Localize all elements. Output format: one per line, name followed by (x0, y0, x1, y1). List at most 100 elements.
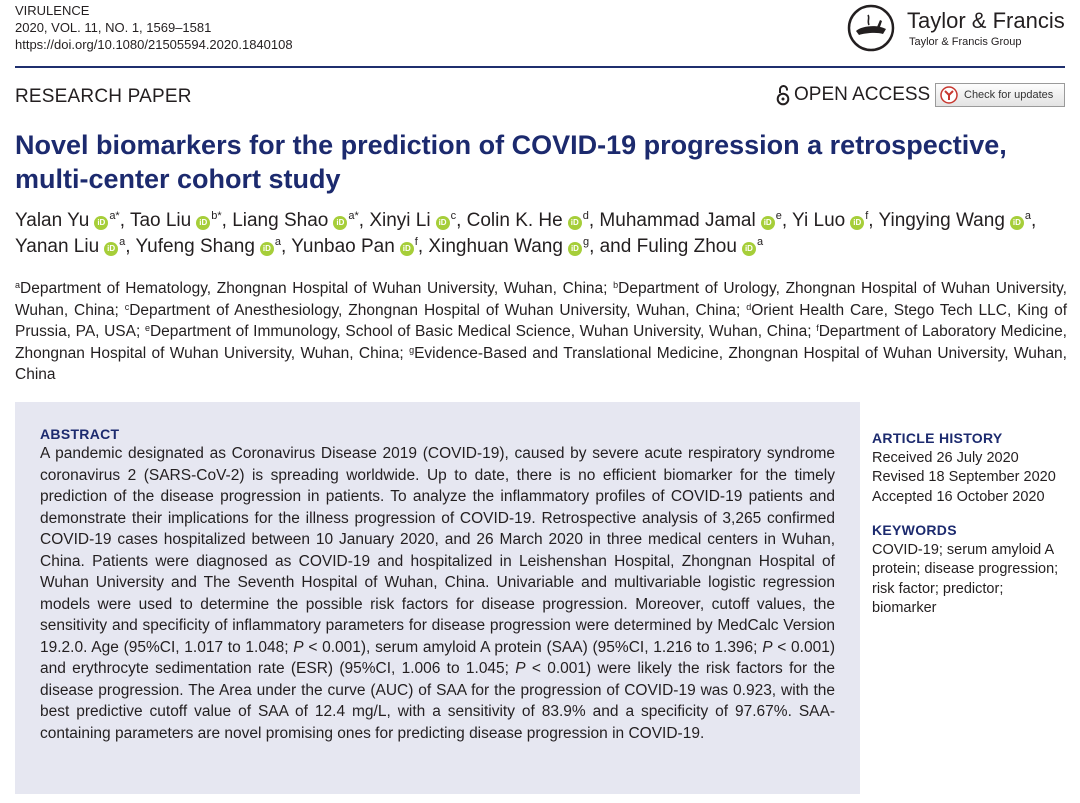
author-entry: Liang Shao iDa*, (232, 210, 369, 231)
orcid-icon[interactable]: iD (1009, 216, 1024, 230)
orcid-icon[interactable]: iD (567, 242, 582, 256)
author-separator: , (868, 210, 879, 231)
author-entry: Fuling Zhou iDa (637, 236, 763, 257)
author-name[interactable]: Yanan Liu (15, 236, 100, 257)
author-entry: Tao Liu iDb*, (130, 210, 232, 231)
article-title: Novel biomarkers for the prediction of C… (15, 130, 1007, 194)
article-type: RESEARCH PAPER (15, 86, 192, 107)
author-entry: Yunbao Pan iDf, (291, 236, 428, 257)
publisher-logo[interactable]: Taylor & Francis Taylor & Francis Group (847, 4, 1067, 56)
author-entry: Yalan Yu iDa*, (15, 210, 130, 231)
affiliation-text: Department of Urology, Zhongnan Hospital… (15, 280, 1067, 319)
keywords-heading: KEYWORDS (872, 522, 957, 538)
keywords-text: COVID-19; serum amyloid A protein; disea… (872, 541, 1059, 617)
accepted-date: Accepted 16 October 2020 (872, 488, 1045, 505)
author-name[interactable]: Liang Shao (232, 210, 329, 231)
orcid-icon[interactable]: iD (94, 216, 109, 230)
crossmark-icon (940, 86, 958, 104)
orcid-icon[interactable]: iD (104, 242, 119, 256)
author-name[interactable]: Colin K. He (466, 210, 563, 231)
affiliation-text: Department of Anesthesiology, Zhongnan H… (129, 301, 747, 319)
author-affiliation-sup: a (274, 236, 282, 248)
author-affiliation-sup: f (414, 236, 418, 248)
publisher-group: Taylor & Francis Group (909, 36, 1022, 48)
orcid-icon[interactable]: iD (333, 216, 348, 230)
author-name[interactable]: Yunbao Pan (291, 236, 395, 257)
affiliation-text: Evidence-Based and Translational Medicin… (15, 344, 1067, 384)
affiliation-sup: d (746, 301, 752, 312)
open-lock-icon (776, 85, 790, 106)
affiliation-sup: e (144, 323, 150, 333)
author-entry: Xinyi Li iDc, (369, 210, 466, 231)
author-affiliation-sup: a (1024, 210, 1032, 222)
author-name[interactable]: Yi Luo (792, 210, 846, 231)
author-affiliation-sup: a (119, 236, 126, 248)
revised-date: Revised 18 September 2020 (872, 469, 1056, 485)
orcid-icon[interactable]: iD (435, 216, 450, 230)
received-date: Received 26 July 2020 (872, 449, 1019, 466)
author-separator: , (125, 236, 136, 257)
orcid-icon[interactable]: iD (850, 216, 865, 230)
header-divider (15, 66, 1065, 68)
journal-header: VIRULENCE 2020, VOL. 11, NO. 1, 1569–158… (15, 2, 293, 53)
author-affiliation-sup: f (865, 210, 869, 222)
affiliations: aDepartment of Hematology, Zhongnan Hosp… (15, 278, 1067, 386)
affiliation-sup: g (409, 344, 415, 355)
open-access-label: OPEN ACCESS (776, 84, 930, 106)
author-name[interactable]: Fuling Zhou (636, 236, 737, 257)
affiliation-text: Orient Health Care, Stego Tech LLC, King… (15, 301, 1068, 341)
affiliation-text: Department of Immunology, School of Basi… (149, 323, 817, 340)
affiliation-sup: b (613, 280, 619, 290)
author-entry: Colin K. He iDd, (467, 210, 600, 231)
affiliation-sup: c (124, 301, 130, 312)
author-name[interactable]: Tao Liu (129, 210, 192, 231)
author-affiliation-sup: c (450, 210, 457, 222)
author-entry: Xinghuan Wang iDg, and (428, 236, 636, 257)
author-affiliation-sup: g (582, 236, 590, 248)
doi-link[interactable]: https://doi.org/10.1080/21505594.2020.18… (15, 37, 293, 52)
author-entry: Yanan Liu iDa, (15, 236, 136, 257)
affiliation-sup: a (15, 280, 21, 290)
abstract-heading: ABSTRACT (40, 426, 120, 442)
abstract-panel (15, 402, 860, 794)
author-affiliation-sup: a* (348, 210, 359, 222)
author-separator: , (781, 210, 793, 231)
orcid-icon[interactable]: iD (259, 242, 274, 256)
author-separator: , (281, 236, 292, 257)
orcid-icon[interactable]: iD (741, 242, 756, 256)
author-affiliation-sup: a* (109, 210, 120, 222)
orcid-icon[interactable]: iD (399, 242, 414, 256)
author-separator: , (1031, 210, 1037, 231)
author-name[interactable]: Xinghuan Wang (428, 236, 563, 257)
author-entry: Yi Luo iDf, (792, 210, 878, 231)
author-name[interactable]: Yalan Yu (15, 210, 90, 231)
abstract-text: A pandemic designated as Coronavirus Dis… (40, 445, 836, 742)
keywords-section: KEYWORDS COVID-19; serum amyloid A prote… (872, 521, 1067, 619)
author-name[interactable]: Muhammad Jamal (599, 210, 756, 231)
orcid-icon[interactable]: iD (196, 216, 211, 230)
author-separator: , (119, 210, 130, 231)
article-history: ARTICLE HISTORY Received 26 July 2020 Re… (872, 429, 1056, 507)
author-separator: , (358, 210, 370, 231)
author-affiliation-sup: b* (211, 210, 222, 222)
publisher-name: Taylor & Francis (907, 8, 1065, 33)
orcid-icon[interactable]: iD (760, 216, 775, 230)
article-history-heading: ARTICLE HISTORY (872, 430, 1003, 446)
author-separator: , and (589, 236, 637, 257)
orcid-icon[interactable]: iD (567, 216, 582, 230)
check-for-updates-button[interactable]: Check for updates (935, 83, 1065, 107)
author-name[interactable]: Yufeng Shang (135, 236, 255, 257)
open-access-text: OPEN ACCESS (794, 84, 931, 105)
publisher-lamp-icon (847, 4, 895, 52)
author-separator: , (588, 210, 600, 231)
author-entry: Muhammad Jamal iDe, (599, 210, 792, 231)
affiliation-text: Department of Hematology, Zhongnan Hospi… (20, 280, 614, 297)
author-separator: , (221, 210, 233, 231)
author-separator: , (417, 236, 429, 257)
author-affiliation-sup: e (775, 210, 782, 222)
check-for-updates-label: Check for updates (964, 89, 1054, 101)
affiliation-sup: f (816, 323, 819, 333)
author-name[interactable]: Xinyi Li (369, 210, 431, 231)
author-name[interactable]: Yingying Wang (878, 210, 1005, 231)
author-affiliation-sup: d (582, 210, 589, 222)
